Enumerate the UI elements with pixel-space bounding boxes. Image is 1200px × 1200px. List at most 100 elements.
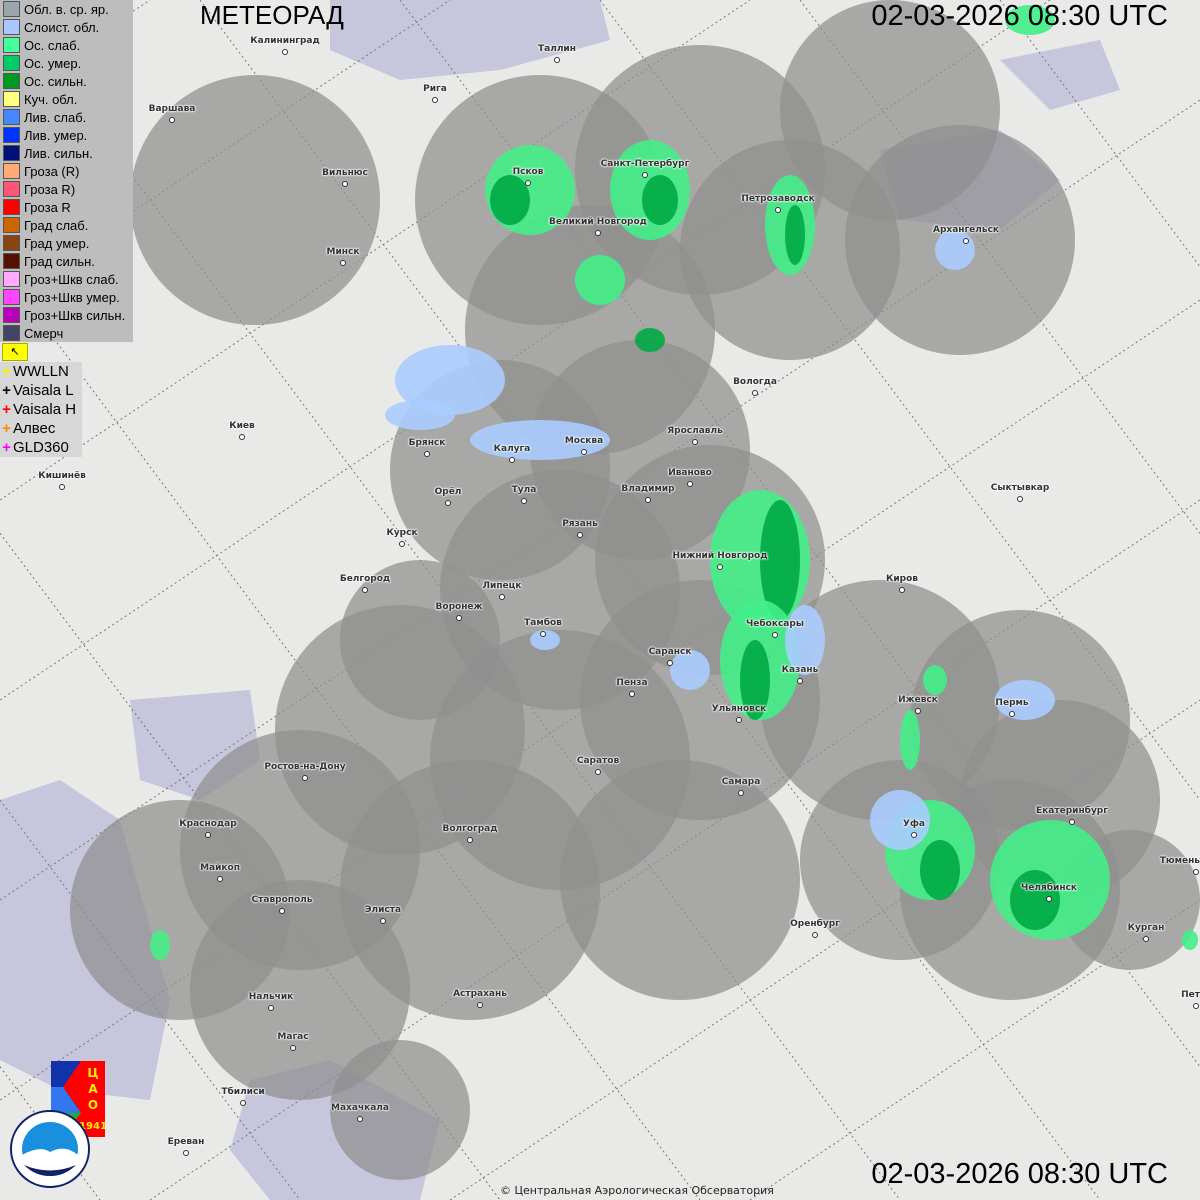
legend-swatch	[3, 55, 20, 71]
city-marker	[456, 615, 462, 621]
legend-swatch	[3, 289, 20, 305]
legend-label: Гроз+Шкв слаб.	[24, 271, 119, 287]
city-marker	[183, 1150, 189, 1156]
city-marker	[432, 97, 438, 103]
city-label: Тюмень	[1159, 856, 1200, 866]
city-label: Киров	[886, 574, 918, 584]
app-title: МЕТЕОРАД	[200, 0, 344, 30]
legend-swatch	[3, 199, 20, 215]
city-label: Санкт-Петербург	[600, 159, 690, 169]
lightning-label: GLD360	[13, 439, 69, 456]
city-label: Воронеж	[435, 602, 483, 612]
svg-text:О: О	[88, 1098, 98, 1112]
arrow-cursor-icon[interactable]: ↖	[2, 343, 28, 361]
legend-item: Гроза R	[0, 198, 133, 216]
city-label: Самара	[721, 777, 761, 787]
radar-circle	[340, 560, 500, 720]
city-marker	[445, 500, 451, 506]
legend-label: Ос. умер.	[24, 55, 82, 71]
legend-swatch	[3, 217, 20, 233]
city-marker	[595, 769, 601, 775]
legend-swatch	[3, 145, 20, 161]
city-label: Рига	[423, 84, 447, 94]
city-marker	[399, 541, 405, 547]
precip-echo	[490, 175, 530, 225]
copyright: © Центральная Аэрологическая Обсерватори…	[500, 1184, 774, 1197]
legend-label: Слоист. обл.	[24, 19, 100, 35]
lightning-item: + GLD360	[0, 438, 82, 457]
lightning-item: + WWLLN	[0, 362, 82, 381]
legend-item: Гроз+Шкв слаб.	[0, 270, 133, 288]
city-marker	[302, 775, 308, 781]
city-label: Петрозаводск	[741, 194, 815, 204]
legend-item: Гроз+Шкв сильн.	[0, 306, 133, 324]
legend-item: Ос. умер.	[0, 54, 133, 72]
city-label: Саратов	[576, 756, 620, 766]
city-label: Волгоград	[442, 824, 498, 834]
city-marker	[169, 117, 175, 123]
city-label: Майкоп	[200, 863, 240, 873]
legend-swatch	[3, 181, 20, 197]
legend-item: Гроза R)	[0, 180, 133, 198]
city-marker	[1009, 711, 1015, 717]
city-marker	[554, 57, 560, 63]
city-marker	[911, 832, 917, 838]
city-label: Пермь	[995, 698, 1029, 708]
precip-echo	[920, 840, 960, 900]
city-marker	[775, 207, 781, 213]
city-label: Таллин	[538, 44, 576, 54]
city-label: Калининград	[250, 36, 320, 46]
city-label: Астрахань	[453, 989, 507, 999]
precip-echo	[642, 175, 678, 225]
city-label: Ереван	[167, 1137, 205, 1147]
city-label: Архангельск	[932, 225, 1000, 235]
precip-echo	[785, 605, 825, 675]
city-label: Нижний Новгород	[672, 551, 768, 561]
legend-swatch	[3, 307, 20, 323]
legend-label: Град слаб.	[24, 217, 89, 233]
radar-circle	[560, 760, 800, 1000]
city-label: Калуга	[493, 444, 531, 454]
precip-echo	[470, 420, 610, 460]
city-label: Пенза	[616, 678, 648, 688]
precip-echo	[923, 665, 947, 695]
legend-swatch	[3, 19, 20, 35]
legend-label: Куч. обл.	[24, 91, 78, 107]
city-marker	[340, 260, 346, 266]
city-label: Варшава	[148, 104, 196, 114]
graticule-line	[999, 0, 1200, 267]
city-marker	[240, 1100, 246, 1106]
lightning-legend: + WWLLN + Vaisala L + Vaisala H + Алвес + GLD360	[0, 362, 82, 457]
precipitation-echoes	[150, 5, 1198, 960]
city-marker	[687, 481, 693, 487]
city-marker	[717, 564, 723, 570]
city-marker	[467, 837, 473, 843]
city-marker	[342, 181, 348, 187]
legend-item: Град сильн.	[0, 252, 133, 270]
radar-circle	[330, 1040, 470, 1180]
legend-item: Лив. слаб.	[0, 108, 133, 126]
city-marker	[499, 594, 505, 600]
city-marker	[59, 484, 65, 490]
legend-label: Гроз+Шкв сильн.	[24, 307, 126, 323]
city-label: Брянск	[408, 438, 446, 448]
svg-text:1941: 1941	[79, 1121, 105, 1132]
city-marker	[812, 932, 818, 938]
precip-echo	[760, 500, 800, 620]
lightning-item: + Vaisala H	[0, 400, 82, 419]
legend-swatch	[3, 1, 20, 17]
city-marker	[509, 457, 515, 463]
lightning-cross-icon: +	[2, 420, 11, 437]
legend-item: Град умер.	[0, 234, 133, 252]
precip-echo	[530, 630, 560, 650]
lightning-label: Алвес	[13, 420, 56, 437]
city-marker	[1017, 496, 1023, 502]
legend-item: Куч. обл.	[0, 90, 133, 108]
precip-echo	[1010, 870, 1060, 930]
legend-swatch	[3, 127, 20, 143]
city-marker	[521, 498, 527, 504]
precip-echo	[635, 328, 665, 352]
city-label: Белгород	[339, 574, 391, 584]
